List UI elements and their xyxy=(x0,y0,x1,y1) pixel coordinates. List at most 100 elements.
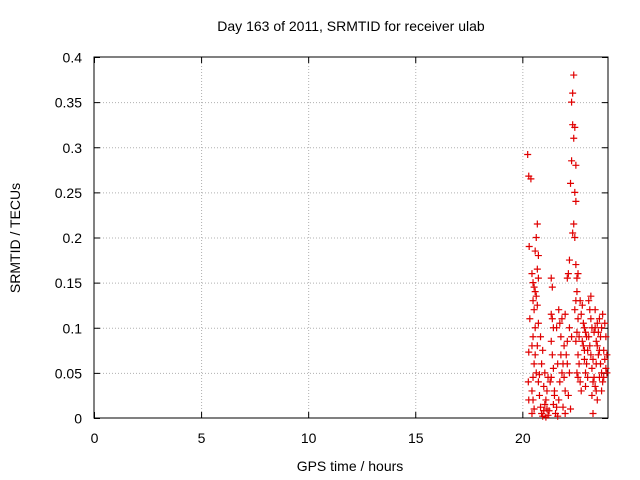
y-tick-label: 0 xyxy=(74,411,82,427)
y-tick-label: 0.1 xyxy=(63,320,83,336)
data-point xyxy=(574,373,582,381)
data-point xyxy=(567,405,575,413)
data-point xyxy=(570,220,578,228)
data-point xyxy=(556,319,564,327)
y-axis-label: SRMTID / TECUs xyxy=(7,183,23,293)
x-axis-label: GPS time / hours xyxy=(297,458,404,474)
data-point xyxy=(591,382,599,390)
data-point xyxy=(561,310,569,318)
data-point xyxy=(571,188,579,196)
data-point xyxy=(542,413,550,421)
data-point xyxy=(547,274,555,282)
y-tick-label: 0.3 xyxy=(63,140,83,156)
data-point xyxy=(571,234,579,241)
data-point xyxy=(570,134,578,142)
data-point xyxy=(582,382,590,390)
data-point xyxy=(577,387,585,395)
data-point xyxy=(574,351,582,359)
data-point xyxy=(543,387,551,395)
data-point xyxy=(590,328,598,336)
x-tick-label: 5 xyxy=(198,430,206,446)
data-point xyxy=(561,409,569,417)
data-point xyxy=(537,403,545,411)
data-point xyxy=(578,337,586,345)
data-point xyxy=(588,391,596,399)
data-point xyxy=(553,324,561,332)
data-point xyxy=(541,369,549,377)
data-point xyxy=(525,348,533,356)
data-point xyxy=(568,333,576,341)
y-tick-label: 0.05 xyxy=(55,365,82,381)
data-point xyxy=(563,274,571,282)
data-point xyxy=(532,234,540,241)
data-point xyxy=(569,89,577,97)
data-point xyxy=(574,315,582,323)
data-point xyxy=(565,256,573,264)
x-tick-label: 15 xyxy=(408,430,424,446)
data-point xyxy=(601,355,609,363)
data-point xyxy=(568,98,576,106)
data-point xyxy=(529,333,537,341)
data-point xyxy=(564,270,572,278)
data-point xyxy=(565,369,573,377)
data-point xyxy=(572,337,580,345)
data-point xyxy=(533,301,541,309)
data-point xyxy=(530,283,538,291)
data-point xyxy=(532,292,540,300)
data-point xyxy=(570,71,578,79)
data-point xyxy=(565,324,573,332)
data-point xyxy=(530,306,538,314)
data-point xyxy=(595,315,603,323)
data-point xyxy=(563,360,571,368)
data-point xyxy=(559,403,567,411)
data-point xyxy=(575,360,583,368)
data-point xyxy=(526,315,534,323)
data-point xyxy=(534,378,542,386)
data-point xyxy=(534,274,542,282)
data-point xyxy=(593,319,601,327)
data-point xyxy=(535,391,543,399)
data-point xyxy=(554,412,562,420)
data-point xyxy=(594,351,602,359)
data-point xyxy=(529,373,537,381)
data-point xyxy=(531,324,539,332)
data-point xyxy=(576,297,584,305)
data-point xyxy=(553,403,561,411)
data-point xyxy=(534,319,542,327)
data-point xyxy=(533,265,541,273)
data-point xyxy=(548,351,556,359)
data-point xyxy=(587,292,595,300)
data-point xyxy=(599,378,607,386)
data-point xyxy=(586,342,594,350)
data-point xyxy=(537,333,545,341)
data-point xyxy=(533,342,541,350)
data-point xyxy=(567,179,575,187)
data-point xyxy=(573,369,581,377)
grid xyxy=(94,57,608,418)
data-point xyxy=(592,337,600,345)
data-point xyxy=(576,378,584,386)
data-point xyxy=(578,301,586,309)
data-point xyxy=(575,333,583,341)
data-series xyxy=(524,71,611,421)
data-point xyxy=(541,400,549,408)
data-point xyxy=(531,351,539,359)
data-point xyxy=(599,310,607,318)
data-point xyxy=(589,355,597,363)
data-point xyxy=(542,396,550,404)
data-point xyxy=(589,378,597,386)
data-point xyxy=(547,310,555,318)
data-point xyxy=(562,351,570,359)
data-point xyxy=(602,364,610,372)
data-point xyxy=(580,346,588,354)
data-point xyxy=(529,279,537,287)
data-point xyxy=(549,364,557,372)
y-tick-labels: 0 0.05 0.1 0.15 0.2 0.25 0.3 0.35 0.4 xyxy=(55,50,82,427)
y-tick-label: 0.4 xyxy=(63,50,83,66)
data-point xyxy=(572,261,580,269)
data-point xyxy=(600,346,608,354)
data-point xyxy=(585,333,593,341)
data-point xyxy=(569,229,577,237)
y-tick-label: 0.15 xyxy=(55,275,82,291)
